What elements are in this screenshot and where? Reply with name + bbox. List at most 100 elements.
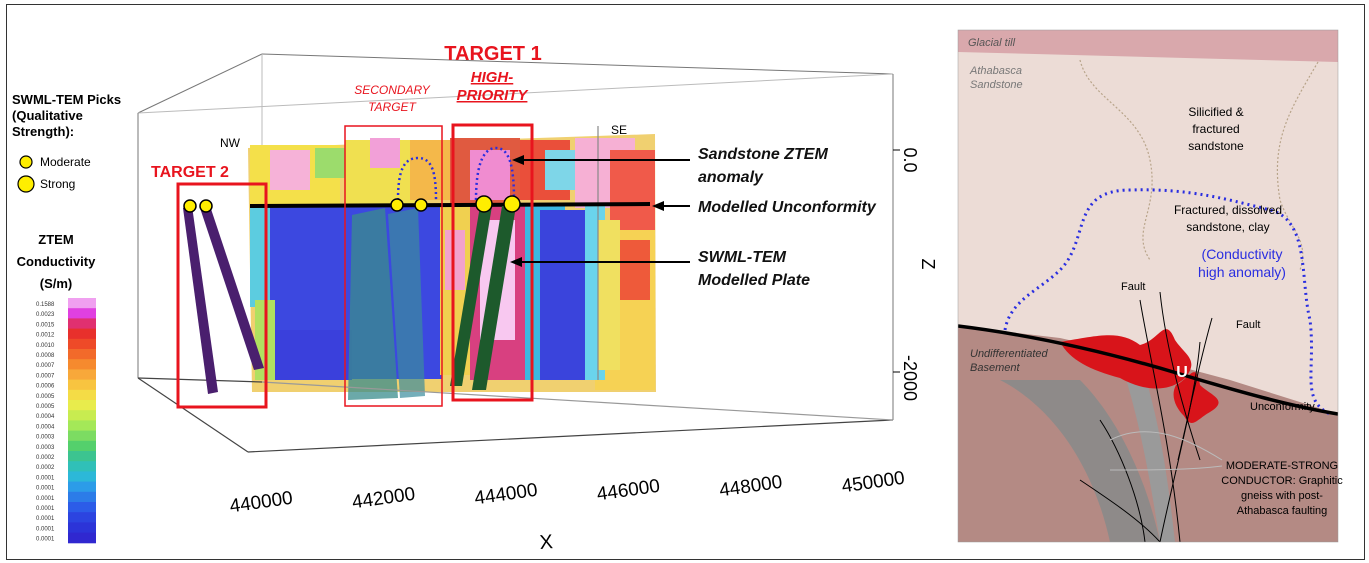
model-box-front	[137, 126, 894, 453]
conductor-label-4: Athabasca faulting	[1237, 505, 1328, 517]
colorbar-swatch	[68, 369, 96, 381]
geologic-section	[958, 30, 1338, 542]
callout-arrows	[510, 155, 690, 267]
basement-label-2: Basement	[970, 362, 1020, 374]
conductor-label-2: CONDUCTOR: Graphitic	[1221, 475, 1343, 487]
pick-secondary-1	[390, 198, 404, 212]
callout-plate-1: SWML-TEM	[698, 249, 787, 266]
callout-plate-2: Modelled Plate	[698, 272, 810, 289]
target2-plates	[183, 206, 264, 394]
colorbar-tick-label: 0.0003	[36, 445, 55, 451]
colorbar-tick-label: 0.0008	[36, 353, 55, 359]
target2-box	[176, 182, 268, 409]
colorbar-swatch	[68, 400, 96, 411]
colorbar-swatch	[68, 410, 96, 421]
fractured-label-2: sandstone, clay	[1186, 220, 1269, 234]
z-tick-0: 0.0	[900, 147, 920, 172]
x-tick-label: 444000	[473, 480, 539, 510]
strong-pick-marker	[17, 175, 35, 193]
colorbar-swatch	[68, 308, 96, 319]
secondary-plates	[348, 208, 425, 400]
colorbar-swatch	[68, 471, 96, 483]
secondary-target-1: SECONDARY	[354, 83, 431, 97]
colorbar-tick-label: 0.0001	[36, 516, 55, 522]
picks-legend-title-1: SWML-TEM Picks	[12, 92, 121, 107]
x-tick-label: 450000	[840, 468, 906, 498]
conductor-label-1: MODERATE-STRONG	[1226, 460, 1338, 472]
glacial-till-label: Glacial till	[968, 37, 1016, 49]
callout-unconformity: Modelled Unconformity	[698, 199, 877, 216]
conductivity-anomaly-outline	[1003, 188, 1331, 416]
colorbar-tick-label: 0.0003	[36, 435, 55, 441]
colorbar-tick-label: 0.0002	[36, 455, 55, 461]
moderate-pick-marker	[19, 155, 33, 169]
callout-sandstone-1: Sandstone ZTEM	[698, 146, 828, 163]
x-tick-label: 442000	[351, 484, 417, 514]
colorbar-swatch	[68, 338, 96, 350]
secondary-target-2: TARGET	[368, 100, 417, 114]
target1-title: TARGET 1	[444, 43, 541, 65]
colorbar-tick-label: 0.0001	[36, 506, 55, 512]
x-axis-ticks: 440000 442000 444000 446000 448000 450000	[228, 468, 906, 518]
colorbar-title-2: Conductivity	[17, 254, 96, 269]
colorbar-swatch	[68, 318, 96, 330]
colorbar-swatch	[68, 481, 96, 493]
colorbar-tick-label: 0.0005	[36, 404, 55, 410]
fractured-label-1: Fractured, dissolved	[1174, 203, 1282, 217]
colorbar-swatch	[68, 379, 96, 391]
colorbar-tick-label: 0.0004	[36, 424, 55, 430]
fault-label-2: Fault	[1236, 319, 1260, 331]
modelled-unconformity-line	[249, 202, 651, 208]
secondary-target-box	[344, 125, 443, 407]
colorbar-title-1: ZTEM	[38, 232, 73, 247]
colorbar-swatch	[68, 440, 96, 452]
target1-plates	[450, 206, 516, 390]
picks-legend-title-2: (Qualitative	[12, 108, 83, 123]
se-label: SE	[611, 123, 627, 137]
conductivity-label-2: high anomaly)	[1198, 264, 1286, 280]
colorbar-swatch	[68, 328, 96, 340]
athabasca-label-1: Athabasca	[969, 65, 1022, 77]
z-axis-label: Z	[918, 259, 938, 270]
colorbar-tick-label: 0.0012	[36, 333, 55, 339]
colorbar-tick-label: 0.0001	[36, 496, 55, 502]
fault-label-1: Fault	[1121, 281, 1145, 293]
target1-subtitle-2: PRIORITY	[457, 87, 530, 104]
target2-title: TARGET 2	[151, 164, 229, 181]
pick-secondary-2	[414, 198, 428, 212]
pick-target1-1	[475, 195, 493, 213]
callout-sandstone-2: anomaly	[698, 169, 764, 186]
moderate-label: Moderate	[40, 155, 91, 169]
picks-legend: SWML-TEM Picks (Qualitative Strength): M…	[12, 92, 121, 193]
x-tick-label: 440000	[228, 488, 294, 518]
colorbar-tick-label: 0.0010	[36, 343, 55, 349]
picks-legend-title-3: Strength):	[12, 124, 74, 139]
pick-target1-2	[503, 195, 521, 213]
colorbar-tick-label: 0.0005	[36, 394, 55, 400]
colorbar-tick-label: 0.0001	[36, 537, 55, 543]
z-tick-2000: -2000	[900, 355, 920, 401]
conductor-label-3: gneiss with post-	[1241, 490, 1323, 502]
section-border	[957, 29, 1339, 543]
glacial-till-layer	[958, 30, 1338, 62]
x-tick-label: 448000	[718, 472, 784, 502]
colorbar-title-3: (S/m)	[40, 276, 73, 291]
athabasca-label-2: Sandstone	[970, 79, 1023, 91]
colorbar-swatch	[68, 349, 96, 360]
colorbar-tick-label: 0.0007	[36, 373, 55, 379]
colorbar-tick-label: 0.0023	[36, 312, 55, 318]
silicified-label-3: sandstone	[1188, 139, 1244, 153]
strong-label: Strong	[40, 177, 75, 191]
colorbar: 0.1588 0.0023 0.0015 0.0012 0.0010 0.0008 0.00…	[36, 298, 96, 544]
silicified-label-1: Silicified &	[1188, 105, 1243, 119]
colorbar-swatch	[68, 522, 96, 534]
colorbar-tick-label: 0.0001	[36, 475, 55, 481]
nw-label: NW	[220, 136, 241, 150]
colorbar-tick-label: 0.0006	[36, 384, 55, 390]
colorbar-tick-label: 0.0001	[36, 526, 55, 532]
target1-subtitle-1: HIGH-	[471, 69, 514, 86]
colorbar-swatch	[68, 298, 96, 309]
colorbar-tick-label: 0.0002	[36, 465, 55, 471]
x-axis-label: X	[539, 531, 554, 554]
